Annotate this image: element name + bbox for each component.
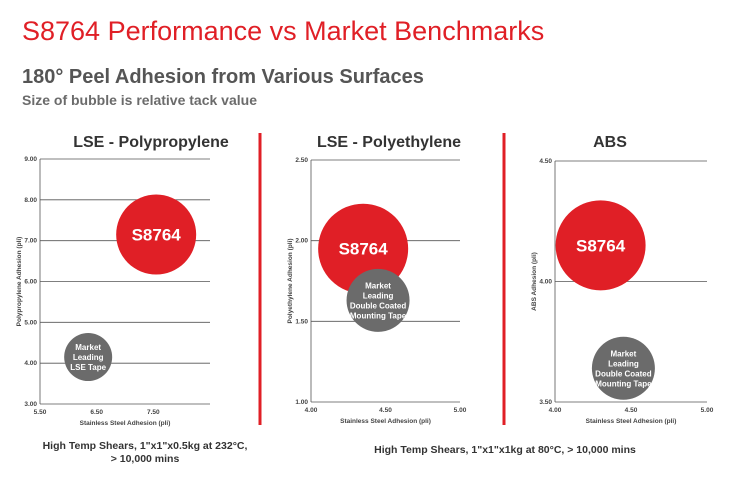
bubble <box>555 200 646 291</box>
y-tick-label: 3.50 <box>539 399 552 406</box>
x-tick-label: 4.50 <box>379 407 392 414</box>
y-axis-label: ABS Adhesion (pli) <box>531 252 538 311</box>
bubble-label: Market Leading Double Coated Mounting Tape <box>595 349 652 388</box>
bubble-label: S8764 <box>576 236 626 255</box>
x-tick-label: 5.00 <box>454 407 467 414</box>
y-axis-label: Polyethylene Adhesion (pli) <box>287 239 294 324</box>
y-tick-label: 2.50 <box>295 157 308 164</box>
y-tick-label: 4.00 <box>24 360 37 367</box>
chart-2: LSE - Polyethylene 1.00 1.50 2.00 2.50 4.00 4.… <box>287 134 467 425</box>
x-tick-label: 4.00 <box>549 407 562 414</box>
x-axis-label: Stainless Steel Adhesion (pli) <box>340 418 431 425</box>
x-tick-label: 5.00 <box>701 407 714 414</box>
chart-title: ABS <box>593 134 627 151</box>
y-tick-label: 3.00 <box>24 401 37 408</box>
y-tick-label: 4.00 <box>539 279 552 286</box>
x-tick-label: 4.00 <box>305 407 318 414</box>
x-tick-label: 5.50 <box>34 409 47 416</box>
y-tick-label: 1.50 <box>295 318 308 325</box>
bubble-label: Market Leading Double Coated Mounting Tape <box>350 281 407 320</box>
y-tick-label: 5.00 <box>24 319 37 326</box>
y-tick-label: 9.00 <box>24 156 37 163</box>
x-axis-label: Stainless Steel Adhesion (pli) <box>586 418 677 425</box>
page-title: S8764 Performance vs Market Benchmarks <box>22 16 545 46</box>
y-tick-label: 1.00 <box>295 399 308 406</box>
bubble <box>591 336 655 400</box>
y-tick-label: 8.00 <box>24 197 37 204</box>
y-tick-label: 7.00 <box>24 238 37 245</box>
y-axis-label: Polypropylene Adhesion (pli) <box>16 237 23 327</box>
chart-title: LSE - Polyethylene <box>317 134 461 151</box>
footnote-polypropylene: High Temp Shears, 1"x1"x0.5kg at 232°C, … <box>42 440 248 465</box>
y-tick-label: 4.50 <box>539 158 552 165</box>
footnote-polyethylene-abs: High Temp Shears, 1"x1"x1kg at 80°C, > 1… <box>374 444 636 456</box>
bubble-label: S8764 <box>132 226 182 245</box>
x-tick-label: 7.50 <box>147 409 160 416</box>
y-tick-label: 6.00 <box>24 279 37 286</box>
x-tick-label: 6.50 <box>90 409 103 416</box>
chart-1: LSE - Polypropylene 3.00 4.00 5.00 6.00 7.00 8… <box>16 134 229 427</box>
y-tick-label: 2.00 <box>295 238 308 245</box>
bubble-size-note: Size of bubble is relative tack value <box>22 92 257 108</box>
bubble <box>116 194 197 275</box>
bubble <box>346 268 410 332</box>
bubble <box>64 333 113 382</box>
x-tick-label: 4.50 <box>625 407 638 414</box>
page-subtitle: 180° Peel Adhesion from Various Surfaces <box>22 66 424 88</box>
x-axis-label: Stainless Steel Adhesion (pli) <box>80 420 171 427</box>
bubble-label: Market Leading LSE Tape <box>70 343 106 372</box>
bubble-label: S8764 <box>339 240 389 259</box>
chart-title: LSE - Polypropylene <box>73 134 229 151</box>
